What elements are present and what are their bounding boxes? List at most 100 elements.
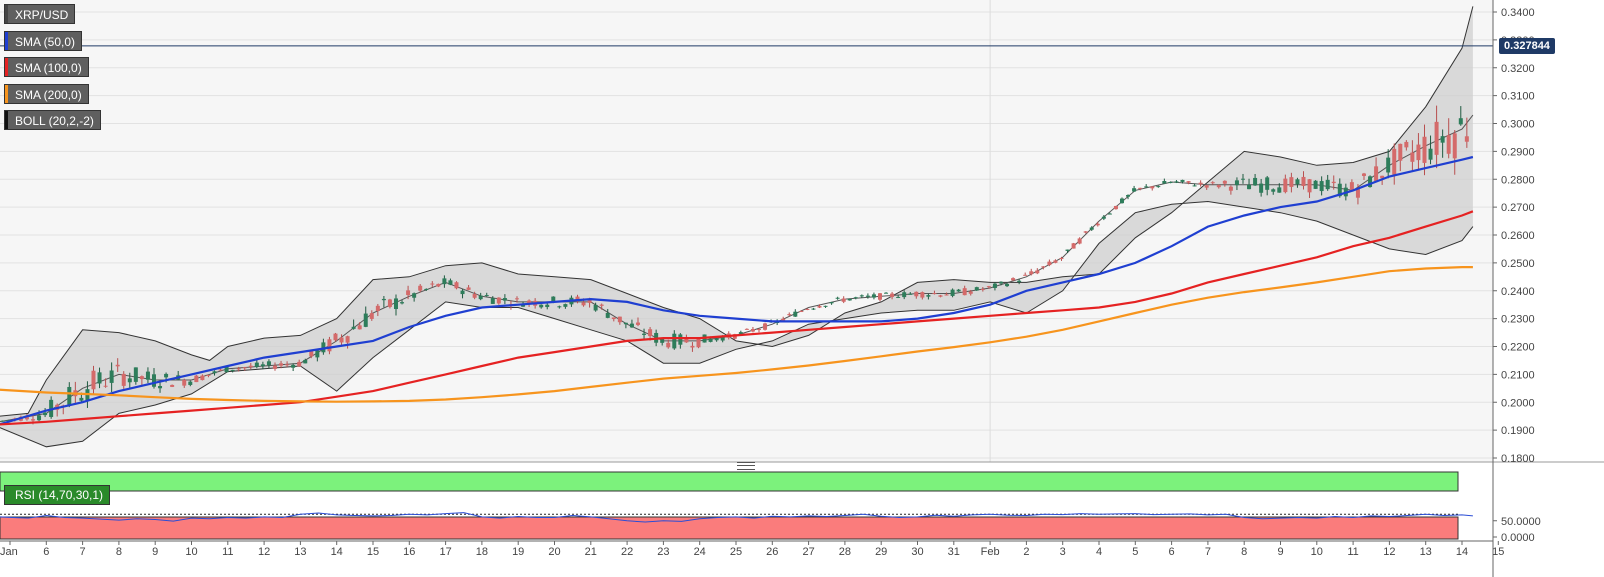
y-tick-label: 0.2800	[1501, 174, 1535, 186]
x-tick-label: 5	[1132, 546, 1138, 558]
candle-body	[393, 298, 398, 310]
candle-body	[406, 290, 411, 296]
candle-body	[266, 361, 271, 366]
boll-fill	[0, 6, 1473, 447]
candle-body	[696, 338, 701, 348]
x-tick-label: 8	[116, 546, 122, 558]
candle-body	[1277, 187, 1282, 193]
candle-body	[805, 308, 810, 310]
candle-body	[714, 338, 719, 341]
candle-body	[1337, 183, 1342, 197]
x-tick-label: 4	[1096, 546, 1102, 558]
x-tick-label: 27	[802, 546, 814, 558]
candle-body	[248, 365, 253, 368]
candle-body	[1247, 184, 1252, 190]
candle-body	[1325, 179, 1330, 190]
candle-body	[97, 372, 102, 384]
last-price-tag: 0.327844	[1499, 38, 1555, 54]
x-tick-label: 24	[694, 546, 706, 558]
candles	[0, 105, 1469, 425]
y-tick-label: 0.2100	[1501, 369, 1535, 381]
rsi-legend[interactable]: RSI (14,70,30,1)	[4, 485, 111, 505]
candle-body	[648, 329, 653, 337]
legend-sma-50[interactable]: SMA (50,0)	[4, 31, 83, 51]
candle-body	[599, 304, 604, 306]
x-tick-label: 19	[512, 546, 524, 558]
x-tick-label: 2	[1023, 546, 1029, 558]
y-tick-label: 0.3200	[1501, 63, 1535, 75]
candle-body	[1186, 181, 1191, 183]
candle-body	[527, 300, 532, 304]
price-axis[interactable]: 0.1800 0.1900 0.2000 0.2100 0.2200 0.2300 0.24…	[1492, 0, 1541, 577]
candle-body	[877, 293, 882, 300]
x-tick-label: 3	[1060, 546, 1066, 558]
x-tick-label: 17	[439, 546, 451, 558]
price-plot-area[interactable]	[0, 0, 1493, 462]
candle-body	[1422, 136, 1427, 163]
candle-body	[1041, 266, 1046, 268]
candle-body	[1138, 187, 1143, 189]
x-tick-label: 11	[222, 546, 233, 558]
candle-body	[1035, 270, 1040, 274]
x-tick-label: 8	[1241, 546, 1247, 558]
candle-body	[478, 295, 483, 300]
candle-body	[436, 283, 441, 287]
x-tick-label: 23	[657, 546, 669, 558]
x-tick-label: 12	[1383, 546, 1395, 558]
pane-resize-handle[interactable]	[737, 462, 755, 470]
y-tick-label: 0.2300	[1501, 314, 1535, 326]
candle-body	[841, 298, 846, 302]
candle-body	[1271, 189, 1276, 192]
candle-body	[781, 318, 786, 321]
candle-body	[333, 333, 338, 341]
candle-body	[303, 359, 308, 364]
candle-body	[24, 415, 29, 420]
candle-body	[787, 314, 792, 316]
candle-body	[738, 332, 743, 334]
candle-body	[236, 368, 241, 370]
candle-body	[279, 363, 284, 366]
x-tick-label: 9	[1277, 546, 1283, 558]
candle-body	[962, 288, 967, 296]
candle-body	[1095, 223, 1100, 226]
candle-body	[224, 366, 229, 373]
candle-body	[79, 397, 84, 401]
x-tick-label: 10	[185, 546, 197, 558]
x-tick-label: 25	[730, 546, 742, 558]
time-axis[interactable]: Jan 6 7 8 9 10 11 12 13 14 15 16 17 18 19 20 21 22 23 24 25 2…	[0, 540, 1504, 558]
candle-body	[1156, 186, 1161, 188]
x-tick-label: 13	[294, 546, 306, 558]
candle-body	[109, 370, 114, 383]
moving-averages	[0, 155, 1474, 426]
candle-body	[557, 306, 562, 308]
y-tick-label: 0.3100	[1501, 91, 1535, 103]
y-tick-label: 0.2500	[1501, 258, 1535, 270]
candle-body	[660, 338, 665, 343]
legend-boll[interactable]: BOLL (20,2,-2)	[4, 110, 101, 130]
candle-body	[944, 294, 949, 296]
candle-body	[158, 385, 163, 389]
candle-body	[1210, 182, 1215, 184]
legend-sma-100[interactable]: SMA (100,0)	[4, 57, 89, 77]
y-tick-label: 0.2600	[1501, 230, 1535, 242]
legend-symbol[interactable]: XRP/USD	[4, 4, 76, 24]
y-tick-label: 0.3000	[1501, 119, 1535, 131]
candle-body	[1301, 176, 1306, 186]
candle-body	[998, 281, 1003, 284]
candle-body	[254, 362, 259, 367]
candle-body	[1434, 121, 1439, 155]
candle-body	[635, 322, 640, 325]
candle-body	[1331, 181, 1336, 184]
candle-body	[1029, 271, 1034, 275]
candle-body	[823, 305, 828, 307]
candle-body	[43, 412, 48, 416]
candle-body	[1222, 180, 1227, 184]
candle-body	[1119, 198, 1124, 204]
legend-sma-200[interactable]: SMA (200,0)	[4, 84, 89, 104]
candle-body	[502, 298, 507, 301]
candle-body	[666, 342, 671, 348]
candle-body	[1410, 152, 1415, 162]
candle-body	[1240, 178, 1245, 180]
candle-body	[992, 283, 997, 288]
